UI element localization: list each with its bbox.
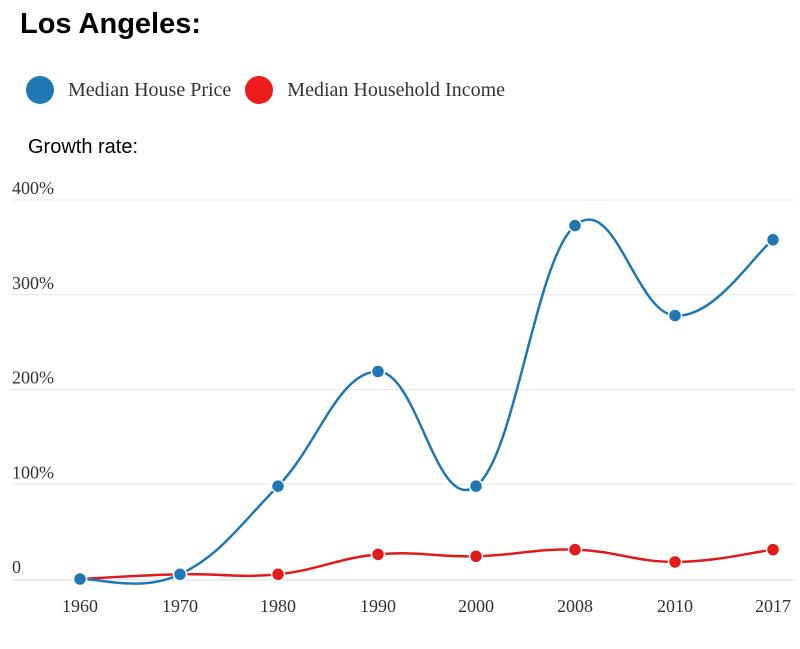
data-point-house-price bbox=[567, 218, 583, 233]
legend-item-household-income: Median Household Income bbox=[245, 76, 505, 104]
x-tick-label: 1980 bbox=[260, 596, 296, 616]
data-point-house-price bbox=[72, 571, 88, 587]
y-tick-label: 100% bbox=[12, 462, 54, 482]
x-tick-label: 1990 bbox=[360, 596, 396, 616]
x-tick-label: 1960 bbox=[62, 596, 98, 616]
data-point-household-income bbox=[270, 567, 286, 582]
legend-label-household-income: Median Household Income bbox=[287, 78, 506, 101]
legend: Median House Price Median Household Inco… bbox=[26, 76, 519, 104]
x-tick-label: 2010 bbox=[657, 596, 693, 616]
y-tick-label: 300% bbox=[12, 273, 54, 293]
legend-item-house-price: Median House Price bbox=[26, 76, 231, 104]
y-tick-label: 200% bbox=[12, 368, 54, 388]
data-point-household-income bbox=[765, 542, 781, 557]
x-tick-label: 2008 bbox=[557, 596, 593, 616]
data-point-house-price bbox=[370, 364, 386, 379]
data-point-house-price bbox=[468, 478, 484, 494]
chart-subtitle: Growth rate: bbox=[28, 136, 139, 158]
x-tick-label: 2000 bbox=[458, 596, 494, 616]
legend-marker-house-price bbox=[26, 76, 54, 104]
chart-title: Los Angeles: bbox=[20, 8, 202, 40]
data-point-house-price bbox=[667, 308, 683, 323]
data-point-household-income bbox=[468, 549, 484, 564]
series-line-house-price bbox=[79, 218, 774, 585]
data-point-household-income bbox=[370, 547, 386, 562]
y-tick-label: 400% bbox=[12, 178, 54, 198]
data-point-house-price bbox=[172, 567, 188, 582]
x-tick-label: 2017 bbox=[755, 596, 791, 616]
legend-label-house-price: Median House Price bbox=[68, 78, 232, 101]
x-tick-label: 1970 bbox=[162, 596, 198, 616]
y-tick-label: 0 bbox=[12, 557, 21, 577]
legend-marker-household-income bbox=[245, 76, 274, 104]
data-point-house-price bbox=[765, 232, 781, 248]
data-point-house-price bbox=[270, 478, 286, 494]
data-point-household-income bbox=[667, 554, 683, 570]
series-line-household-income bbox=[79, 548, 774, 581]
data-point-household-income bbox=[567, 542, 583, 557]
